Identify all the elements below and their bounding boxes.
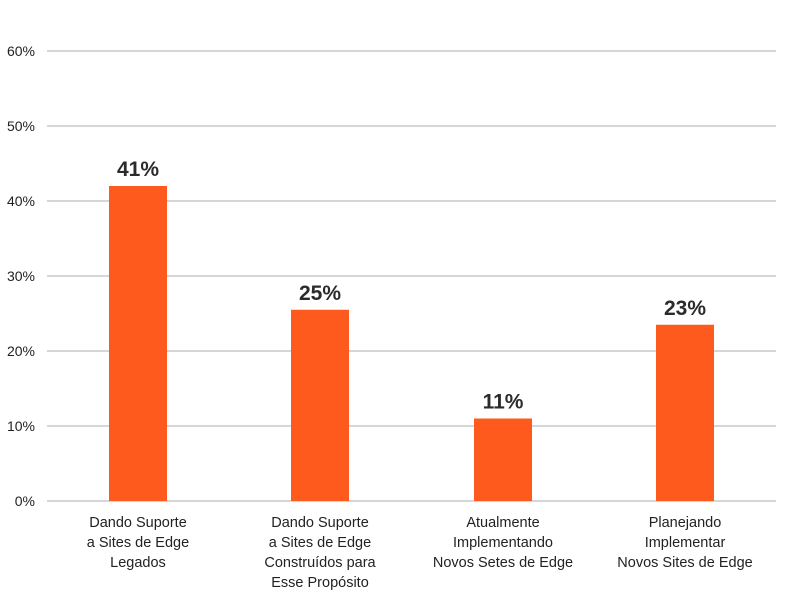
bar: [474, 418, 532, 501]
x-category-label: Novos Setes de Edge: [433, 555, 573, 571]
x-category-label: Atualmente: [466, 515, 539, 531]
bar: [291, 309, 349, 501]
y-tick-label: 30%: [7, 268, 35, 284]
data-label: 41%: [117, 158, 159, 181]
y-tick-label: 10%: [7, 418, 35, 434]
x-category-label: Dando Suporte: [271, 515, 369, 531]
y-tick-label: 60%: [7, 43, 35, 59]
y-tick-label: 50%: [7, 118, 35, 134]
x-category-label: a Sites de Edge: [269, 535, 371, 551]
x-category-label: Implementar: [645, 535, 726, 551]
y-tick-label: 20%: [7, 343, 35, 359]
x-category-label: Construídos para: [264, 555, 376, 571]
data-label: 11%: [483, 391, 524, 414]
x-category-label: Implementando: [453, 535, 553, 551]
bar: [656, 324, 714, 501]
y-tick-label: 0%: [15, 493, 35, 509]
x-category-label: Legados: [110, 555, 166, 571]
x-category-label: Novos Sites de Edge: [617, 555, 752, 571]
x-category-label: Dando Suporte: [89, 515, 187, 531]
y-tick-label: 40%: [7, 193, 35, 209]
x-category-label: Planejando: [649, 515, 722, 531]
bar: [109, 186, 167, 501]
data-label: 25%: [299, 282, 341, 305]
x-category-label: Esse Propósito: [271, 575, 369, 591]
x-category-label: a Sites de Edge: [87, 535, 189, 551]
data-label: 23%: [664, 297, 706, 320]
